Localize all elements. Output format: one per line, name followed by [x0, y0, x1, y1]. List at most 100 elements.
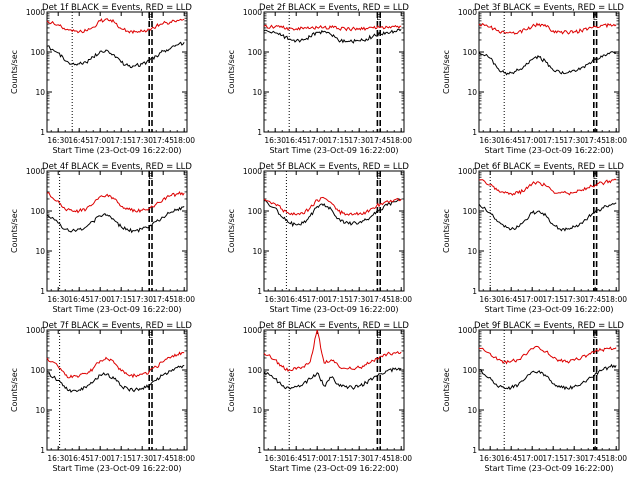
panel-title: Det 9f BLACK = Events, RED = LLD: [474, 321, 624, 331]
y-axis-label: Counts/sec: [227, 209, 236, 253]
y-tick-label: 1: [40, 128, 45, 137]
x-tick-label: 17:45: [152, 454, 174, 463]
panel-det-7: Det 7f BLACK = Events, RED = LLD 1 10 100 10…: [10, 321, 195, 473]
x-tick-label: 16:45: [68, 136, 90, 145]
plot-frame: [46, 11, 188, 133]
x-tick-label: 16:30: [47, 295, 69, 304]
panel-det-9: Det 9f BLACK = Events, RED = LLD 1 10 100 10…: [442, 321, 627, 473]
marker-annotation: E: [148, 13, 153, 22]
x-axis-label: Start Time (23-Oct-09 16:22:00): [484, 464, 613, 473]
y-tick-label: 100: [463, 207, 478, 216]
panel-title: Det 3f BLACK = Events, RED = LLD: [474, 3, 624, 13]
x-tick-label: 17:30: [563, 295, 585, 304]
x-tick-label: 17:30: [131, 454, 153, 463]
x-tick-label: 18:00: [390, 295, 412, 304]
plot-frame: [263, 11, 405, 133]
y-tick-label: 1: [257, 446, 262, 455]
y-tick-label: 10: [467, 406, 477, 415]
x-tick-label: 17:30: [348, 454, 370, 463]
events-series-line: [478, 51, 617, 76]
y-axis-label: Counts/sec: [442, 209, 451, 253]
lld-series-line: [263, 196, 402, 216]
x-tick-label: 18:00: [173, 295, 195, 304]
plot-frame: [478, 170, 620, 292]
x-tick-label: 16:45: [500, 295, 522, 304]
panel-det-5: Det 5f BLACK = Events, RED = LLD 1 10 100 10…: [227, 162, 412, 314]
y-tick-label: 1: [472, 446, 477, 455]
panel-det-2: Det 2f BLACK = Events, RED = LLD 1 10 100 10…: [227, 3, 412, 155]
x-tick-label: 17:00: [89, 454, 111, 463]
x-tick-label: 17:15: [542, 454, 564, 463]
x-axis-label: Start Time (23-Oct-09 16:22:00): [52, 305, 181, 314]
y-tick-label: 10: [35, 406, 45, 415]
panel-title: Det 1f BLACK = Events, RED = LLD: [42, 3, 192, 13]
x-tick-label: 17:45: [584, 136, 606, 145]
x-axis-label: Start Time (23-Oct-09 16:22:00): [269, 146, 398, 155]
x-tick-label: 16:45: [500, 454, 522, 463]
y-tick-label: 100: [463, 366, 478, 375]
x-tick-label: 17:00: [89, 295, 111, 304]
x-tick-label: 17:45: [369, 136, 391, 145]
panel-title: Det 7f BLACK = Events, RED = LLD: [42, 321, 192, 331]
y-tick-label: 1: [472, 128, 477, 137]
plot-frame: [46, 170, 188, 292]
y-tick-label: 10: [467, 88, 477, 97]
plot-frame: [263, 170, 405, 292]
lld-series-line: [46, 351, 185, 379]
x-axis-label: Start Time (23-Oct-09 16:22:00): [52, 146, 181, 155]
panel-det-1: Det 1f BLACK = Events, RED = LLD 1 10 100 10…: [10, 3, 195, 155]
x-tick-label: 16:45: [68, 295, 90, 304]
x-tick-label: 16:30: [264, 454, 286, 463]
y-tick-label: 1000: [458, 167, 477, 176]
plot-frame: [478, 329, 620, 451]
events-series-line: [478, 202, 617, 232]
x-tick-label: 17:45: [152, 295, 174, 304]
plot-frame: [478, 11, 620, 133]
x-axis-label: Start Time (23-Oct-09 16:22:00): [269, 305, 398, 314]
x-tick-label: 17:00: [306, 136, 328, 145]
x-tick-label: 17:00: [521, 295, 543, 304]
marker-annotation: E: [593, 172, 598, 181]
y-tick-label: 1000: [458, 326, 477, 335]
events-series-line: [264, 198, 402, 228]
x-tick-label: 17:30: [348, 295, 370, 304]
y-tick-label: 100: [31, 48, 46, 57]
x-tick-label: 17:15: [110, 295, 132, 304]
x-tick-label: 18:00: [173, 136, 195, 145]
y-tick-label: 1000: [458, 8, 477, 17]
panel-det-6: Det 6f BLACK = Events, RED = LLD 1 10 100 10…: [442, 162, 627, 314]
x-tick-label: 17:15: [542, 295, 564, 304]
events-series-line: [46, 364, 185, 393]
marker-annotation: E: [593, 331, 598, 340]
x-tick-label: 16:45: [285, 295, 307, 304]
x-tick-label: 17:00: [89, 136, 111, 145]
x-tick-label: 17:30: [131, 136, 153, 145]
x-tick-label: 17:15: [327, 136, 349, 145]
plot-frame: [46, 329, 188, 451]
lld-series-line: [478, 345, 617, 365]
x-tick-label: 18:00: [390, 136, 412, 145]
x-tick-label: 16:30: [47, 454, 69, 463]
lld-series-line: [263, 329, 402, 372]
panel-title: Det 2f BLACK = Events, RED = LLD: [259, 3, 409, 13]
lld-series-line: [478, 22, 617, 35]
y-tick-label: 100: [248, 207, 263, 216]
x-tick-label: 17:00: [306, 454, 328, 463]
y-tick-label: 100: [248, 48, 263, 57]
x-tick-label: 17:15: [110, 136, 132, 145]
x-tick-label: 17:30: [131, 295, 153, 304]
x-tick-label: 18:00: [390, 454, 412, 463]
y-axis-label: Counts/sec: [227, 50, 236, 94]
x-tick-label: 17:30: [563, 454, 585, 463]
x-tick-label: 16:30: [47, 136, 69, 145]
x-tick-label: 17:30: [348, 136, 370, 145]
lld-series-line: [263, 24, 402, 32]
x-tick-label: 16:30: [479, 295, 501, 304]
events-series-line: [46, 41, 185, 69]
y-tick-label: 100: [31, 366, 46, 375]
x-axis-label: Start Time (23-Oct-09 16:22:00): [269, 464, 398, 473]
events-series-line: [478, 363, 617, 391]
x-tick-label: 16:45: [500, 136, 522, 145]
